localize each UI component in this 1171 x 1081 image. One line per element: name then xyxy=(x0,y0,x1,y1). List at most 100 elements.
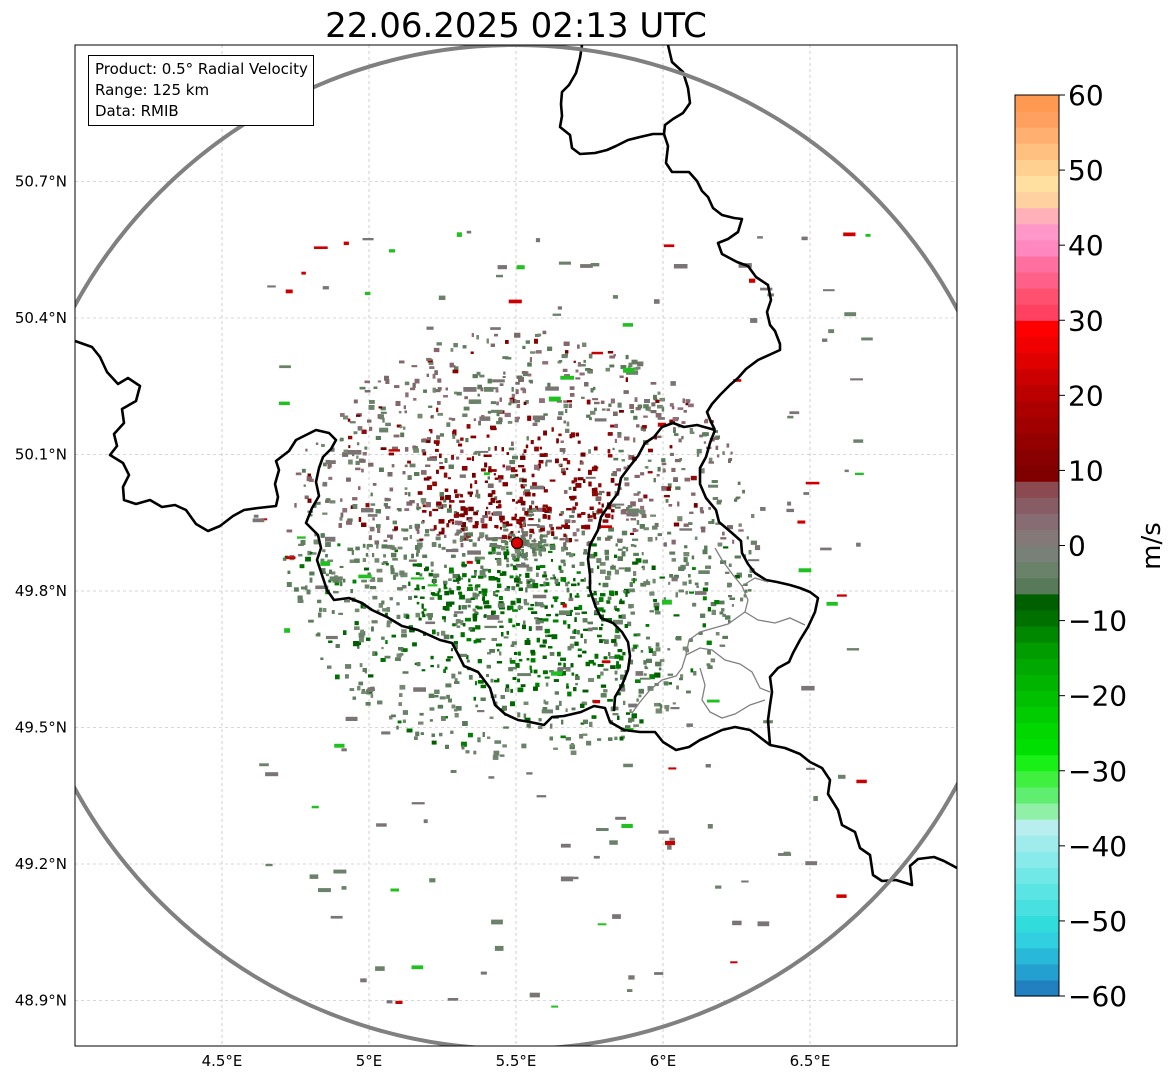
echo-cell xyxy=(404,492,408,495)
border-germany-northeast xyxy=(662,45,692,135)
echo-cell xyxy=(511,533,515,537)
echo-cell xyxy=(377,577,383,583)
echo-cell xyxy=(521,478,527,483)
echo-cell xyxy=(540,604,545,608)
echo-cell xyxy=(408,596,412,600)
echo-cell xyxy=(598,582,601,586)
echo-streak xyxy=(597,923,607,926)
echo-cell xyxy=(507,421,513,424)
echo-cell xyxy=(495,701,498,707)
echo-cell xyxy=(446,523,450,528)
echo-cell xyxy=(578,605,583,610)
echo-cell xyxy=(461,741,467,747)
echo-cell xyxy=(458,591,463,595)
echo-cell xyxy=(705,418,708,423)
echo-cell xyxy=(484,462,488,468)
echo-cell xyxy=(436,435,440,440)
map-area[interactable] xyxy=(13,45,1017,1049)
echo-cell xyxy=(607,535,613,539)
echo-cell xyxy=(381,646,384,650)
echo-cell xyxy=(501,535,507,539)
echo-streak xyxy=(252,518,265,523)
echo-cell xyxy=(445,744,449,749)
echo-cell xyxy=(482,515,488,518)
echo-cell xyxy=(526,658,530,661)
echo-cell xyxy=(748,574,752,578)
echo-cell xyxy=(538,541,543,545)
echo-cell xyxy=(606,570,612,576)
echo-cell xyxy=(454,644,458,650)
echo-cell xyxy=(380,411,387,414)
echo-cell xyxy=(516,519,522,524)
echo-cell xyxy=(566,421,570,427)
echo-cell xyxy=(460,542,464,548)
echo-streak xyxy=(301,271,306,275)
echo-cell xyxy=(539,565,546,568)
echo-cell xyxy=(624,670,628,674)
echo-cell xyxy=(603,689,608,693)
echo-cell xyxy=(677,516,683,522)
echo-cell xyxy=(427,359,433,363)
region-border xyxy=(744,611,806,626)
echo-cell xyxy=(449,364,452,368)
echo-cell xyxy=(574,539,579,542)
echo-cell xyxy=(589,506,594,510)
echo-cell xyxy=(377,380,382,383)
echo-cell xyxy=(396,602,400,606)
echo-cell xyxy=(315,442,319,445)
echo-cell xyxy=(526,584,533,589)
echo-streak xyxy=(644,399,650,404)
echo-cell xyxy=(496,537,503,540)
region-border xyxy=(699,667,766,719)
echo-streak xyxy=(491,409,504,413)
echo-streak xyxy=(787,501,792,506)
echo-cell xyxy=(410,387,416,391)
radar-site-marker[interactable] xyxy=(510,536,524,550)
echo-cell xyxy=(572,532,577,537)
echo-cell xyxy=(669,551,676,555)
echo-cell xyxy=(389,487,394,492)
echo-cell xyxy=(416,503,419,507)
echo-streak xyxy=(850,378,863,381)
echo-streak xyxy=(627,989,633,992)
echo-streak xyxy=(732,920,742,926)
echo-cell xyxy=(649,498,654,502)
echo-cell xyxy=(557,651,561,657)
echo-cell xyxy=(437,664,440,668)
echo-cell xyxy=(307,550,312,556)
echo-cell xyxy=(385,563,389,566)
lat-tick-label: 49.5°N xyxy=(15,719,67,737)
echo-streak xyxy=(526,772,533,775)
colorbar-tick-label: 10 xyxy=(1068,454,1104,487)
echo-cell xyxy=(432,387,436,393)
echo-cell xyxy=(611,639,617,643)
echo-cell xyxy=(613,411,618,416)
echo-cell xyxy=(404,464,408,468)
echo-cell xyxy=(657,391,661,395)
echo-cell xyxy=(435,573,440,578)
echo-cell xyxy=(552,574,555,577)
echo-cell xyxy=(422,451,427,456)
echo-cell xyxy=(584,382,589,387)
echo-cell xyxy=(429,597,435,600)
echo-cell xyxy=(610,665,616,669)
echo-cell xyxy=(477,680,484,684)
echo-cell xyxy=(497,678,500,683)
echo-cell xyxy=(573,578,576,582)
echo-cell xyxy=(649,674,655,680)
echo-cell xyxy=(472,596,478,600)
echo-cell xyxy=(447,656,454,659)
echo-cell xyxy=(505,684,510,689)
echo-cell xyxy=(613,642,618,647)
echo-cell xyxy=(544,589,548,593)
echo-cell xyxy=(496,551,502,555)
echo-cell xyxy=(552,619,559,623)
echo-cell xyxy=(511,586,516,591)
echo-cell xyxy=(602,609,606,613)
echo-cell xyxy=(646,636,650,640)
echo-cell xyxy=(325,542,331,547)
echo-cell xyxy=(552,596,559,600)
echo-cell xyxy=(530,649,535,654)
echo-cell xyxy=(442,606,448,610)
echo-streak xyxy=(492,379,505,383)
